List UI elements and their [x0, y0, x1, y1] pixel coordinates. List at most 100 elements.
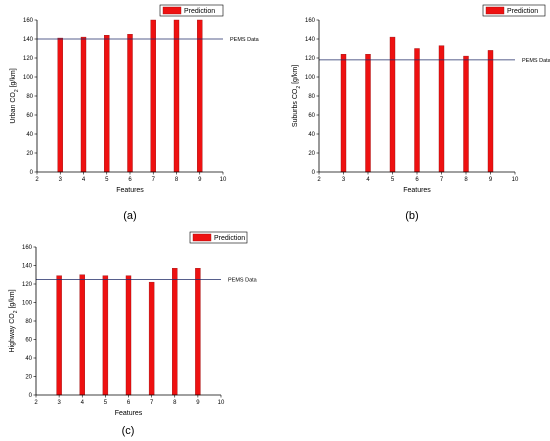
legend-c: Prediction: [189, 231, 248, 244]
bar-a-8: [173, 19, 180, 173]
x-tick-label-c-5: 5: [104, 400, 108, 406]
bar-a-3: [57, 37, 63, 173]
y-tick-label-b-40: 40: [308, 132, 315, 138]
x-tick-label-b-4: 4: [366, 177, 370, 183]
legend-b: Prediction: [482, 4, 546, 17]
bar-c-9: [195, 268, 201, 396]
y-tick-label-a-20: 20: [26, 151, 33, 157]
legend-label-a: Prediction: [184, 8, 215, 15]
chart-panel-c: PEMS Data 0 20 40 60 80 100 120 140 160 2 3 4 5 6 7 8 9 10…: [9, 231, 258, 417]
bar-b-3: [340, 54, 347, 173]
panel-label-b: (b): [405, 210, 418, 222]
y-tick-label-c-120: 120: [22, 282, 33, 288]
x-tick-label-a-6: 6: [128, 177, 132, 183]
legend-swatch-a: [162, 6, 182, 15]
x-tick-label-a-8: 8: [175, 177, 179, 183]
y-axis-title-b: Suburbs CO2 [g/km]: [292, 65, 302, 127]
bar-a-4: [80, 36, 87, 173]
y-tick-label-a-40: 40: [26, 132, 33, 138]
x-tick-label-c-10: 10: [218, 400, 225, 406]
bar-c-5: [102, 275, 109, 396]
y-tick-label-c-80: 80: [25, 319, 32, 325]
bar-b-9: [487, 50, 494, 173]
legend-box-b: [482, 4, 546, 17]
reference-line-label-b: PEMS Data: [522, 58, 550, 64]
y-tick-label-b-140: 140: [305, 37, 316, 43]
y-tick-label-a-160: 160: [23, 18, 34, 24]
bar-c-8: [172, 268, 178, 396]
bar-c-3: [56, 275, 62, 396]
legend-swatch-c: [192, 233, 212, 242]
y-tick-label-a-60: 60: [26, 113, 33, 119]
y-tick-label-c-60: 60: [25, 338, 32, 344]
x-axis-title-b: Features: [403, 187, 431, 194]
bar-c-6: [125, 275, 132, 396]
bar-c-4: [79, 274, 85, 396]
y-tick-label-c-0: 0: [29, 393, 33, 399]
y-tick-label-b-60: 60: [308, 113, 315, 119]
y-tick-label-a-120: 120: [23, 56, 34, 62]
y-tick-label-c-140: 140: [22, 264, 33, 270]
x-tick-label-a-7: 7: [152, 177, 156, 183]
reference-line-label-c: PEMS Data: [228, 277, 258, 283]
x-tick-label-b-7: 7: [440, 177, 444, 183]
y-tick-label-b-120: 120: [305, 56, 316, 62]
y-tick-label-b-20: 20: [308, 151, 315, 157]
x-tick-label-b-9: 9: [489, 177, 493, 183]
x-tick-label-c-4: 4: [81, 400, 85, 406]
y-tick-label-a-0: 0: [30, 170, 34, 176]
bar-b-8: [463, 55, 469, 173]
reference-line-label-a: PEMS Data: [230, 37, 260, 43]
x-axis-title-c: Features: [115, 410, 143, 417]
y-tick-label-a-140: 140: [23, 37, 34, 43]
x-tick-label-a-10: 10: [220, 177, 227, 183]
x-tick-label-b-10: 10: [512, 177, 519, 183]
x-tick-label-c-8: 8: [173, 400, 177, 406]
y-tick-label-c-20: 20: [25, 375, 32, 381]
bar-b-5: [389, 36, 396, 173]
x-tick-label-b-6: 6: [415, 177, 419, 183]
chart-panel-a: PEMS Data 0 20 40 60 80 100 120 140 160 2 3 4 5 6 7 8 9 10…: [10, 4, 260, 194]
x-tick-label-c-3: 3: [57, 400, 61, 406]
x-tick-label-a-5: 5: [105, 177, 109, 183]
x-tick-label-b-5: 5: [391, 177, 395, 183]
x-tick-label-a-3: 3: [59, 177, 63, 183]
bar-b-7: [438, 45, 445, 173]
x-tick-label-c-6: 6: [127, 400, 131, 406]
panel-label-c: (c): [122, 425, 135, 437]
legend-box-c: [189, 231, 248, 244]
x-axis-title-a: Features: [116, 187, 144, 194]
x-tick-label-b-3: 3: [342, 177, 346, 183]
panel-label-a: (a): [123, 210, 136, 222]
y-tick-label-c-100: 100: [22, 301, 33, 307]
x-tick-label-c-2: 2: [34, 400, 38, 406]
x-tick-label-c-7: 7: [150, 400, 154, 406]
bar-b-6: [414, 48, 420, 173]
y-tick-label-c-40: 40: [25, 356, 32, 362]
x-tick-label-a-2: 2: [35, 177, 39, 183]
y-tick-label-b-0: 0: [312, 170, 316, 176]
y-tick-label-a-80: 80: [26, 94, 33, 100]
bar-b-4: [365, 54, 371, 173]
y-tick-label-b-80: 80: [308, 94, 315, 100]
x-tick-label-b-2: 2: [317, 177, 321, 183]
legend-swatch-b: [485, 6, 505, 15]
bar-c-7: [148, 281, 155, 396]
x-tick-label-c-9: 9: [196, 400, 200, 406]
legend-a: Prediction: [159, 4, 224, 17]
y-axis-title-a: Urban CO2 [g/km]: [10, 68, 20, 123]
legend-label-c: Prediction: [214, 235, 245, 242]
x-tick-label-b-8: 8: [464, 177, 468, 183]
y-tick-label-b-100: 100: [305, 75, 316, 81]
y-tick-label-c-160: 160: [22, 245, 33, 251]
x-tick-label-a-4: 4: [82, 177, 86, 183]
bar-a-5: [104, 35, 110, 173]
bar-a-9: [197, 19, 203, 173]
bar-a-7: [150, 19, 156, 173]
bar-a-6: [127, 34, 133, 173]
y-tick-label-a-100: 100: [23, 75, 34, 81]
y-axis-title-c: Highway CO2 [g/km]: [9, 289, 19, 352]
chart-panel-b: PEMS Data 0 20 40 60 80 100 120 140 160 2 3 4 5 6 7 8 9 10…: [292, 4, 550, 194]
